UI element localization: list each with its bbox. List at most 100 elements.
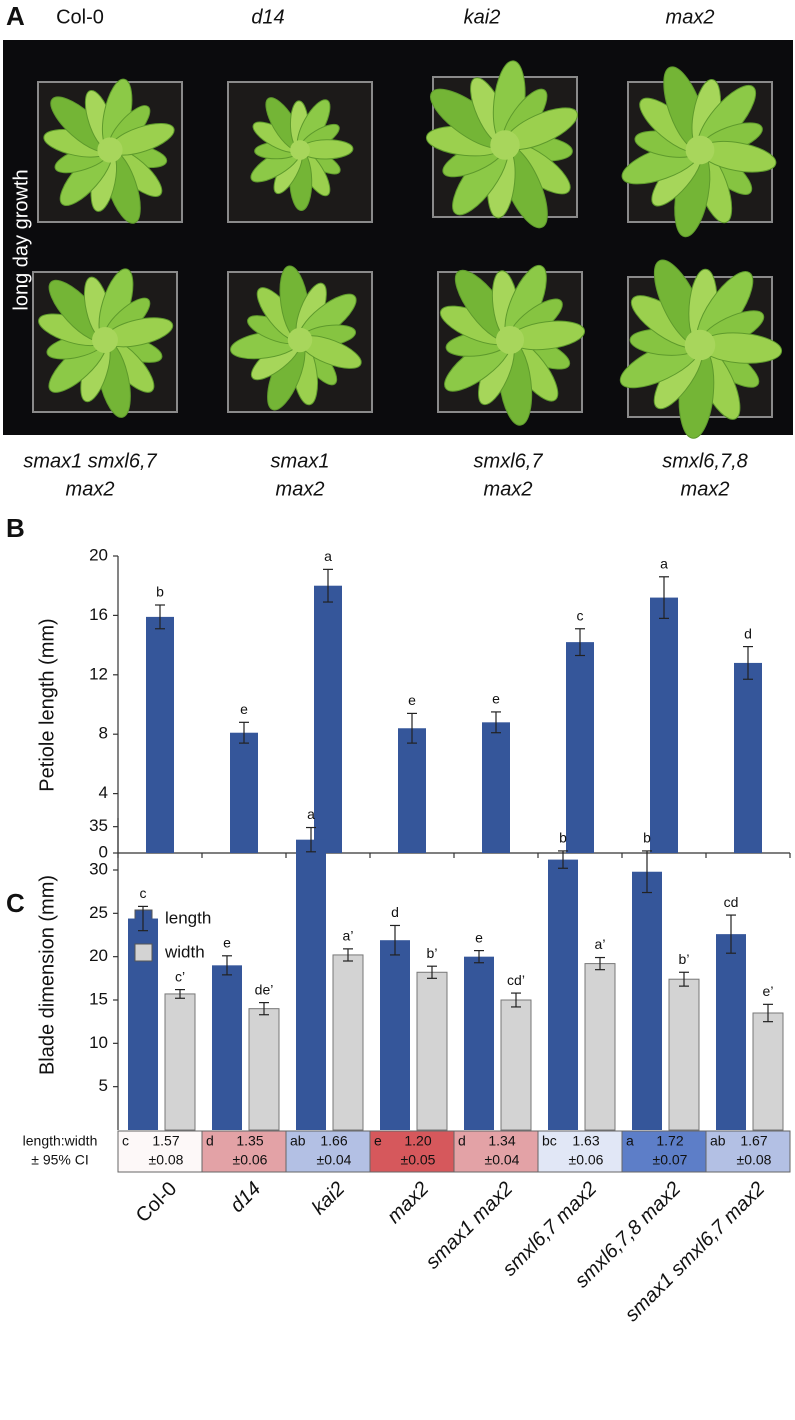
bar — [380, 940, 410, 1130]
rosette-center — [490, 130, 520, 160]
error-bar — [222, 955, 232, 976]
bar — [314, 585, 342, 853]
y-tick-label: 30 — [89, 859, 108, 878]
significance-letter: e — [492, 691, 500, 707]
error-bar — [575, 628, 585, 657]
bar — [164, 993, 196, 1131]
error-bar — [558, 850, 568, 869]
rosette-center — [92, 327, 118, 353]
cell-ratio: 1.67 — [740, 1133, 767, 1149]
error-bar — [155, 604, 165, 630]
cell-ratio: 1.63 — [572, 1133, 599, 1149]
panel-letter: B — [6, 513, 25, 543]
significance-letter: cd’ — [507, 972, 525, 988]
table-cell — [537, 1130, 623, 1173]
cell-ci: ±0.06 — [233, 1152, 268, 1168]
cell-ci: ±0.04 — [485, 1152, 520, 1168]
genotype-label: max2 — [66, 478, 115, 500]
cell-letter: a — [626, 1133, 634, 1149]
bar — [566, 642, 594, 853]
genotype-label: max2 — [681, 478, 730, 500]
genotype-label: max2 — [666, 6, 715, 28]
y-axis-label: Blade dimension (mm) — [36, 875, 58, 1075]
rosette-center — [495, 325, 525, 355]
x-tick-label: smax1 max2 — [422, 1178, 518, 1274]
bar — [716, 934, 746, 1130]
cell-ratio: 1.20 — [404, 1133, 431, 1149]
error-bar — [642, 850, 652, 894]
x-tick-label: d14 — [226, 1178, 265, 1217]
y-tick-label: 25 — [89, 903, 108, 922]
y-tick-label: 12 — [89, 664, 108, 683]
cell-letter: ab — [290, 1133, 306, 1149]
bar — [752, 1012, 784, 1131]
significance-letter: c’ — [175, 968, 185, 984]
error-bar — [474, 949, 484, 964]
significance-letter: a’ — [343, 928, 354, 944]
table-cell — [201, 1130, 287, 1173]
y-tick-label: 16 — [89, 605, 108, 624]
error-bar — [595, 956, 605, 971]
cell-letter: d — [206, 1133, 214, 1149]
x-tick-label: Col-0 — [132, 1178, 181, 1227]
table-cell — [285, 1130, 371, 1173]
y-tick-label: 0 — [99, 842, 108, 861]
y-tick-label: 10 — [89, 1033, 108, 1052]
rosette-center — [290, 140, 310, 160]
significance-letter: d — [391, 904, 399, 920]
significance-letter: b’ — [679, 951, 690, 967]
rosette-center — [685, 135, 715, 165]
table-cell — [621, 1130, 707, 1173]
cell-ci: ±0.08 — [737, 1152, 772, 1168]
table-row-label: ± 95% CI — [31, 1152, 88, 1168]
cell-ratio: 1.57 — [152, 1133, 179, 1149]
genotype-label: kai2 — [464, 6, 501, 28]
error-bar — [726, 914, 736, 954]
genotype-label: smax1 — [271, 450, 330, 472]
cell-ci: ±0.05 — [401, 1152, 436, 1168]
x-tick-label: kai2 — [308, 1178, 350, 1220]
bar — [464, 956, 494, 1130]
error-bar — [259, 1001, 269, 1016]
genotype-label: smxl6,7 — [474, 450, 544, 472]
cell-ratio: 1.35 — [236, 1133, 263, 1149]
bar — [584, 963, 616, 1131]
significance-letter: a — [324, 548, 332, 564]
cell-letter: bc — [542, 1133, 557, 1149]
error-bar — [407, 712, 417, 744]
genotype-label: smax1 smxl6,7 — [23, 450, 157, 472]
rosette-center — [97, 137, 123, 163]
significance-letter: e’ — [763, 983, 774, 999]
cell-ci: ±0.08 — [149, 1152, 184, 1168]
significance-letter: e — [240, 701, 248, 717]
significance-letter: b — [156, 584, 164, 600]
y-tick-label: 35 — [89, 816, 108, 835]
bar — [668, 978, 700, 1131]
significance-letter: e — [408, 692, 416, 708]
rosette-center — [287, 327, 313, 353]
bar — [734, 662, 762, 853]
genotype-label: d14 — [251, 6, 284, 28]
error-bar — [138, 905, 148, 932]
error-bar — [427, 965, 437, 979]
table-cell — [705, 1130, 791, 1173]
significance-letter: de’ — [255, 981, 274, 997]
x-tick-label: smax1 smxl6,7 max2 — [621, 1178, 769, 1326]
cell-letter: d — [458, 1133, 466, 1149]
error-bar — [239, 721, 249, 744]
error-bar — [491, 711, 501, 734]
error-bar — [323, 568, 333, 603]
bar — [632, 871, 662, 1130]
error-bar — [511, 992, 521, 1008]
error-bar — [390, 924, 400, 956]
significance-letter: e — [223, 935, 231, 951]
significance-letter: c — [140, 885, 147, 901]
significance-letter: b’ — [427, 945, 438, 961]
significance-letter: a — [307, 806, 315, 822]
cell-ci: ±0.06 — [569, 1152, 604, 1168]
bar — [650, 597, 678, 853]
y-tick-label: 20 — [89, 545, 108, 564]
panel-letter: A — [6, 1, 25, 31]
bar — [248, 1008, 280, 1131]
